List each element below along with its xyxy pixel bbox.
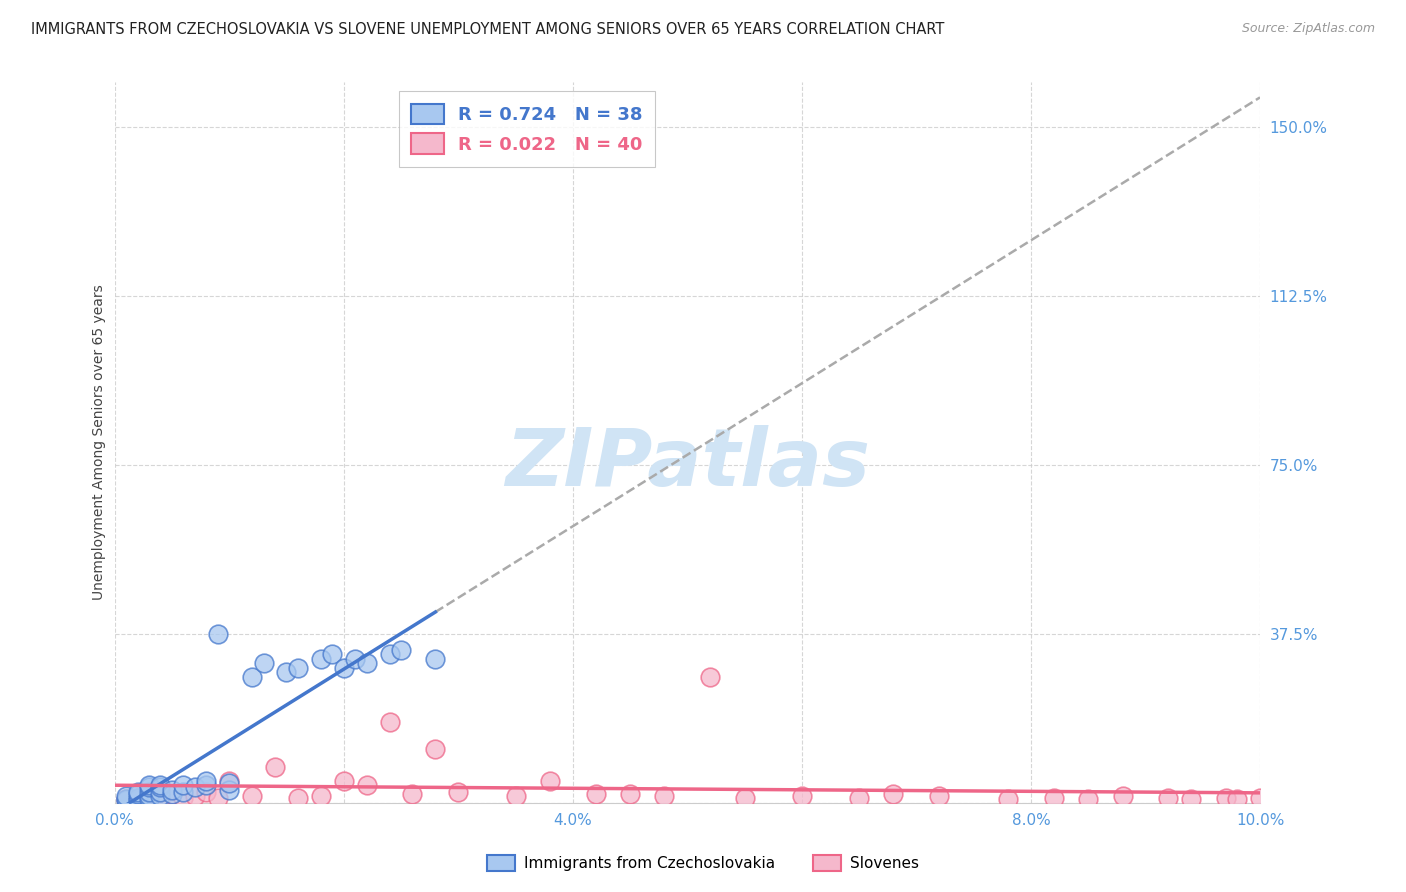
Point [389,643,412,657]
Point [160,787,183,801]
Point [332,773,354,788]
Point [252,657,274,671]
Point [115,789,138,804]
Point [218,782,240,797]
Point [309,789,332,804]
Point [1180,791,1202,805]
Point [218,776,240,790]
Point [195,785,218,799]
Point [425,652,447,666]
Point [276,665,298,680]
Point [149,785,172,799]
Point [997,791,1019,805]
Point [218,773,240,788]
Point [585,787,607,801]
Point [138,789,160,804]
Point [160,787,183,801]
Point [207,627,229,641]
Point [321,648,343,662]
Point [1249,790,1271,805]
Point [195,778,218,792]
Text: Source: ZipAtlas.com: Source: ZipAtlas.com [1241,22,1375,36]
Point [734,790,756,805]
Point [848,790,870,805]
Point [309,652,332,666]
Point [1111,789,1133,804]
Point [138,791,160,805]
Point [378,714,401,729]
Point [149,780,172,795]
Point [172,778,194,792]
Point [138,785,160,799]
Point [1077,791,1099,805]
Point [332,661,354,675]
Point [356,657,378,671]
Point [1226,791,1249,805]
Point [264,760,287,774]
Point [172,790,194,805]
Point [207,790,229,805]
Point [378,648,401,662]
Point [790,789,813,804]
Point [127,787,149,801]
Point [127,785,149,799]
Point [505,789,527,804]
Point [654,789,676,804]
Point [344,652,367,666]
Point [160,782,183,797]
Legend: R = 0.724   N = 38, R = 0.022   N = 40: R = 0.724 N = 38, R = 0.022 N = 40 [399,91,655,167]
Point [115,791,138,805]
Point [240,789,263,804]
Point [184,780,207,795]
Point [184,789,207,804]
Point [287,661,309,675]
Point [699,670,721,684]
Point [127,792,149,806]
Legend: Immigrants from Czechoslovakia, Slovenes: Immigrants from Czechoslovakia, Slovenes [481,849,925,877]
Y-axis label: Unemployment Among Seniors over 65 years: Unemployment Among Seniors over 65 years [93,285,107,600]
Point [287,790,309,805]
Point [138,780,160,795]
Point [149,789,172,804]
Point [928,789,950,804]
Point [138,789,160,804]
Point [127,790,149,805]
Point [240,670,263,684]
Point [115,792,138,806]
Point [1157,790,1180,805]
Point [195,773,218,788]
Point [115,791,138,805]
Text: IMMIGRANTS FROM CZECHOSLOVAKIA VS SLOVENE UNEMPLOYMENT AMONG SENIORS OVER 65 YEA: IMMIGRANTS FROM CZECHOSLOVAKIA VS SLOVEN… [31,22,945,37]
Point [127,790,149,805]
Point [882,787,904,801]
Point [1215,790,1237,805]
Point [425,742,447,756]
Point [1043,790,1066,805]
Text: ZIPatlas: ZIPatlas [505,425,870,503]
Point [138,778,160,792]
Point [447,785,470,799]
Point [356,778,378,792]
Point [401,787,423,801]
Point [149,778,172,792]
Point [172,785,194,799]
Point [619,787,641,801]
Point [538,773,561,788]
Point [149,791,172,805]
